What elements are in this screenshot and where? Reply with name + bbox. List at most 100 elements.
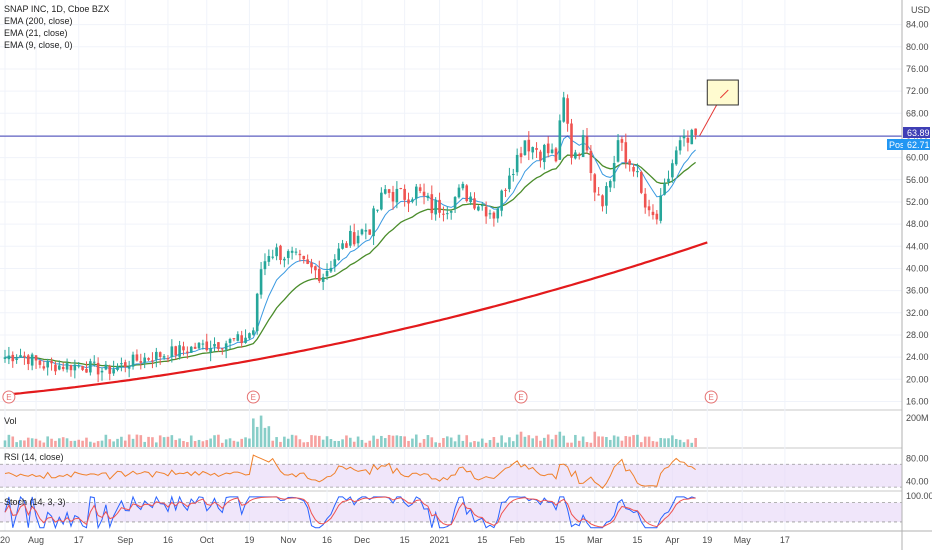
volume-bar xyxy=(655,441,659,447)
x-tick-label: 19 xyxy=(244,535,254,545)
y-tick-label: 20.00 xyxy=(906,374,929,384)
candle-body xyxy=(352,232,356,245)
y-tick-label: 44.00 xyxy=(906,241,929,251)
volume-bar xyxy=(310,435,313,447)
candle-body xyxy=(275,247,278,257)
candle-body xyxy=(30,354,34,366)
earnings-marker-icon xyxy=(704,390,718,404)
volume-bar xyxy=(418,442,422,447)
rsi-pane[interactable] xyxy=(0,454,902,490)
volume-bar xyxy=(158,435,162,447)
candle-body xyxy=(220,348,224,350)
volume-bar xyxy=(69,440,73,447)
candle-body xyxy=(480,204,484,207)
candle-body xyxy=(217,342,220,349)
candle-body xyxy=(488,213,492,215)
candle-body xyxy=(349,230,352,246)
candle-body xyxy=(403,188,406,200)
volume-bar xyxy=(135,434,139,447)
candle-body xyxy=(678,140,682,151)
candle-body xyxy=(655,213,659,220)
volume-bar xyxy=(399,436,403,447)
volume-bar xyxy=(341,439,344,447)
post-label: Post xyxy=(889,140,908,150)
volume-bar xyxy=(453,441,457,447)
volume-pane[interactable] xyxy=(3,415,697,447)
candle-body xyxy=(89,361,92,373)
candle-body xyxy=(383,189,387,194)
volume-bar xyxy=(189,435,193,447)
candle-body xyxy=(492,212,496,219)
candle-body xyxy=(601,195,604,207)
volume-bar xyxy=(422,439,426,447)
volume-bar xyxy=(228,438,232,447)
volume-bar xyxy=(480,438,484,447)
earnings-marker-label: E xyxy=(518,393,523,402)
candle-body xyxy=(193,346,197,349)
volume-bar xyxy=(643,436,647,447)
x-tick-label: Apr xyxy=(665,535,679,545)
candle-body xyxy=(616,140,620,162)
x-tick-label: Dec xyxy=(354,535,371,545)
candle-body xyxy=(593,174,597,193)
x-tick-label: 16 xyxy=(163,535,173,545)
stoch-pane[interactable] xyxy=(0,495,902,530)
candle-body xyxy=(244,337,247,343)
volume-bar xyxy=(92,442,96,447)
volume-bar xyxy=(601,436,604,447)
volume-bar xyxy=(624,436,628,447)
volume-bar xyxy=(682,442,686,447)
candle-body xyxy=(620,139,624,143)
volume-bar xyxy=(376,438,379,447)
candle-body xyxy=(663,183,666,195)
candle-body xyxy=(69,365,73,371)
candle-body xyxy=(189,346,193,353)
candle-body xyxy=(170,346,174,358)
candle-body xyxy=(345,243,348,248)
candle-body xyxy=(380,192,383,210)
candle-body xyxy=(368,229,372,235)
volume-bar xyxy=(372,435,375,447)
volume-bar xyxy=(442,438,445,447)
candle-body xyxy=(34,355,38,361)
volume-bar xyxy=(349,437,352,447)
volume-bar xyxy=(465,435,469,447)
volume-bar xyxy=(294,435,298,447)
x-tick-label: Feb xyxy=(509,535,525,545)
volume-bar xyxy=(89,441,92,447)
volume-bar xyxy=(636,434,639,447)
volume-bar xyxy=(671,435,674,447)
candle-body xyxy=(7,355,11,360)
volume-bar xyxy=(193,441,197,447)
candle-body xyxy=(504,189,507,191)
target-arrow-icon xyxy=(719,89,729,99)
x-tick-label: 15 xyxy=(400,535,410,545)
volume-bar xyxy=(337,440,340,447)
volume-bar xyxy=(50,438,53,447)
volume-bar xyxy=(570,442,573,447)
volume-bar xyxy=(155,442,158,447)
candle-body xyxy=(411,199,414,202)
x-tick-label: May xyxy=(734,535,752,545)
volume-bar xyxy=(608,439,612,447)
volume-bar xyxy=(597,436,600,447)
candle-body xyxy=(659,195,663,221)
volume-bar xyxy=(667,438,670,447)
candle-body xyxy=(131,354,135,367)
volume-bar xyxy=(65,438,69,447)
post-price-value: 62.71 xyxy=(907,140,930,150)
candle-body xyxy=(26,355,30,365)
candle-body xyxy=(624,142,628,163)
candle-body xyxy=(562,97,566,122)
candle-body xyxy=(438,199,441,213)
volume-bar xyxy=(531,438,534,447)
volume-bar xyxy=(562,435,566,447)
stoch-pane-label: Stoch (14, 3, 3) xyxy=(4,497,66,507)
candle-body xyxy=(523,140,527,155)
volume-bar xyxy=(605,437,608,447)
candle-body xyxy=(147,358,150,360)
candle-body xyxy=(255,293,259,332)
volume-bar xyxy=(496,442,500,447)
